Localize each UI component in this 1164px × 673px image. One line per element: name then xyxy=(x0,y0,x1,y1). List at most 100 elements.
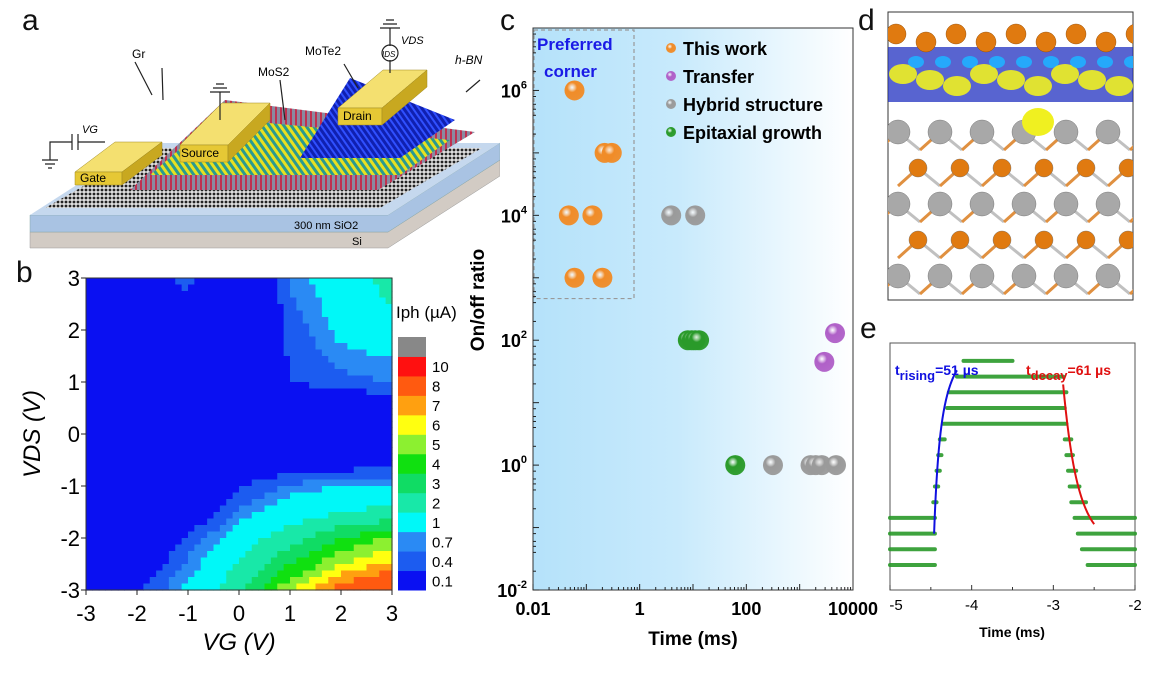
heatmap-cell xyxy=(92,421,100,429)
heatmap-cell xyxy=(277,583,285,591)
heatmap-cell xyxy=(334,362,342,370)
heatmap-cell xyxy=(117,323,125,331)
heatmap-cell xyxy=(130,408,138,416)
heatmap-cell xyxy=(372,479,380,487)
legend-label: Transfer xyxy=(683,67,754,87)
heatmap-cell xyxy=(372,330,380,338)
heatmap-cell xyxy=(105,388,113,396)
heatmap-cell xyxy=(328,492,336,500)
heatmap-cell xyxy=(341,551,348,559)
heatmap-cell xyxy=(315,525,323,533)
heatmap-cell xyxy=(168,460,176,468)
heatmap-cell xyxy=(149,583,157,591)
heatmap-cell xyxy=(213,486,221,494)
heatmap-cell xyxy=(385,583,393,591)
heatmap-cell xyxy=(283,447,291,455)
heatmap-cell xyxy=(232,447,240,455)
heatmap-cell xyxy=(181,499,189,507)
heatmap-cell xyxy=(347,414,355,422)
heatmap-cell xyxy=(207,492,215,500)
heatmap-cell xyxy=(105,440,113,448)
heatmap-cell xyxy=(188,291,195,299)
heatmap-cell xyxy=(200,414,208,422)
heatmap-cell xyxy=(207,518,215,526)
heatmap-cell xyxy=(309,557,317,565)
heatmap-cell xyxy=(149,395,157,403)
heatmap-cell xyxy=(264,323,272,331)
heatmap-cell xyxy=(366,544,374,552)
heatmap-cell xyxy=(105,291,113,299)
heatmap-cell xyxy=(207,349,215,357)
heatmap-cell xyxy=(258,375,266,383)
atom-mo xyxy=(1095,191,1121,217)
heatmap-cell xyxy=(117,518,125,526)
heatmap-cell xyxy=(328,440,336,448)
data-point-green xyxy=(677,330,698,351)
heatmap-cell xyxy=(302,336,310,344)
heatmap-cell xyxy=(143,538,151,546)
heatmap-cell xyxy=(245,453,253,461)
heatmap-cell xyxy=(302,473,310,481)
legend-marker xyxy=(666,127,676,137)
heatmap-cell xyxy=(98,278,106,286)
heatmap-cell xyxy=(92,505,100,513)
heatmap-cell xyxy=(360,473,368,481)
heatmap-cell xyxy=(239,564,246,572)
heatmap-cell xyxy=(92,460,100,468)
heatmap-cell xyxy=(372,538,380,546)
heatmap-cell xyxy=(347,525,355,533)
heatmap-cell xyxy=(207,297,215,305)
heatmap-cell xyxy=(302,291,310,299)
heatmap-cell xyxy=(251,304,259,312)
heatmap-cell xyxy=(347,310,355,318)
heatmap-cell xyxy=(200,304,208,312)
heatmap-cell xyxy=(239,369,246,377)
heatmap-cell xyxy=(149,382,157,390)
heatmap-cell xyxy=(321,538,329,546)
decay-time-annotation: tdecay=61 µs xyxy=(1026,362,1111,383)
heatmap-cell xyxy=(239,577,246,585)
data-point-orange xyxy=(594,142,615,163)
heatmap-cell xyxy=(347,395,355,403)
heatmap-cell xyxy=(353,297,361,305)
heatmap-cell xyxy=(366,551,374,559)
heatmap-cell xyxy=(239,284,246,292)
heatmap-cell xyxy=(137,375,144,383)
x-tick-label: 1 xyxy=(284,601,296,626)
heatmap-cell xyxy=(251,512,259,520)
heatmap-cell xyxy=(226,531,234,539)
heatmap-cell xyxy=(98,512,106,520)
heatmap-cell xyxy=(328,310,336,318)
heatmap-cell xyxy=(258,525,266,533)
bond xyxy=(1022,238,1046,260)
atom-te xyxy=(993,303,1011,321)
heatmap-cell xyxy=(213,583,221,591)
heatmap-cell xyxy=(258,408,266,416)
heatmap-cell xyxy=(277,414,285,422)
heatmap-cell xyxy=(194,369,202,377)
heatmap-cell xyxy=(360,297,368,305)
heatmap-cell xyxy=(385,408,393,416)
heatmap-cell xyxy=(149,278,157,286)
heatmap-cell xyxy=(264,375,272,383)
heatmap-cell xyxy=(258,278,266,286)
heatmap-cell xyxy=(353,492,361,500)
data-point-green xyxy=(725,455,746,476)
heatmap-cell xyxy=(334,544,342,552)
heatmap-cell xyxy=(143,330,151,338)
heatmap-cell xyxy=(98,408,106,416)
heatmap-cell xyxy=(302,356,310,364)
heatmap-cell xyxy=(277,473,285,481)
heatmap-cell xyxy=(86,349,93,357)
heatmap-cell xyxy=(290,317,297,325)
heatmap-cell xyxy=(290,447,297,455)
heatmap-cell xyxy=(341,453,348,461)
heatmap-cell xyxy=(239,317,246,325)
heatmap-cell xyxy=(315,330,323,338)
heatmap-cell xyxy=(175,291,183,299)
heatmap-cell xyxy=(353,382,361,390)
heatmap-cell xyxy=(188,466,195,474)
atom-te xyxy=(1034,158,1054,178)
heatmap-cell xyxy=(111,395,119,403)
heatmap-cell xyxy=(302,408,310,416)
